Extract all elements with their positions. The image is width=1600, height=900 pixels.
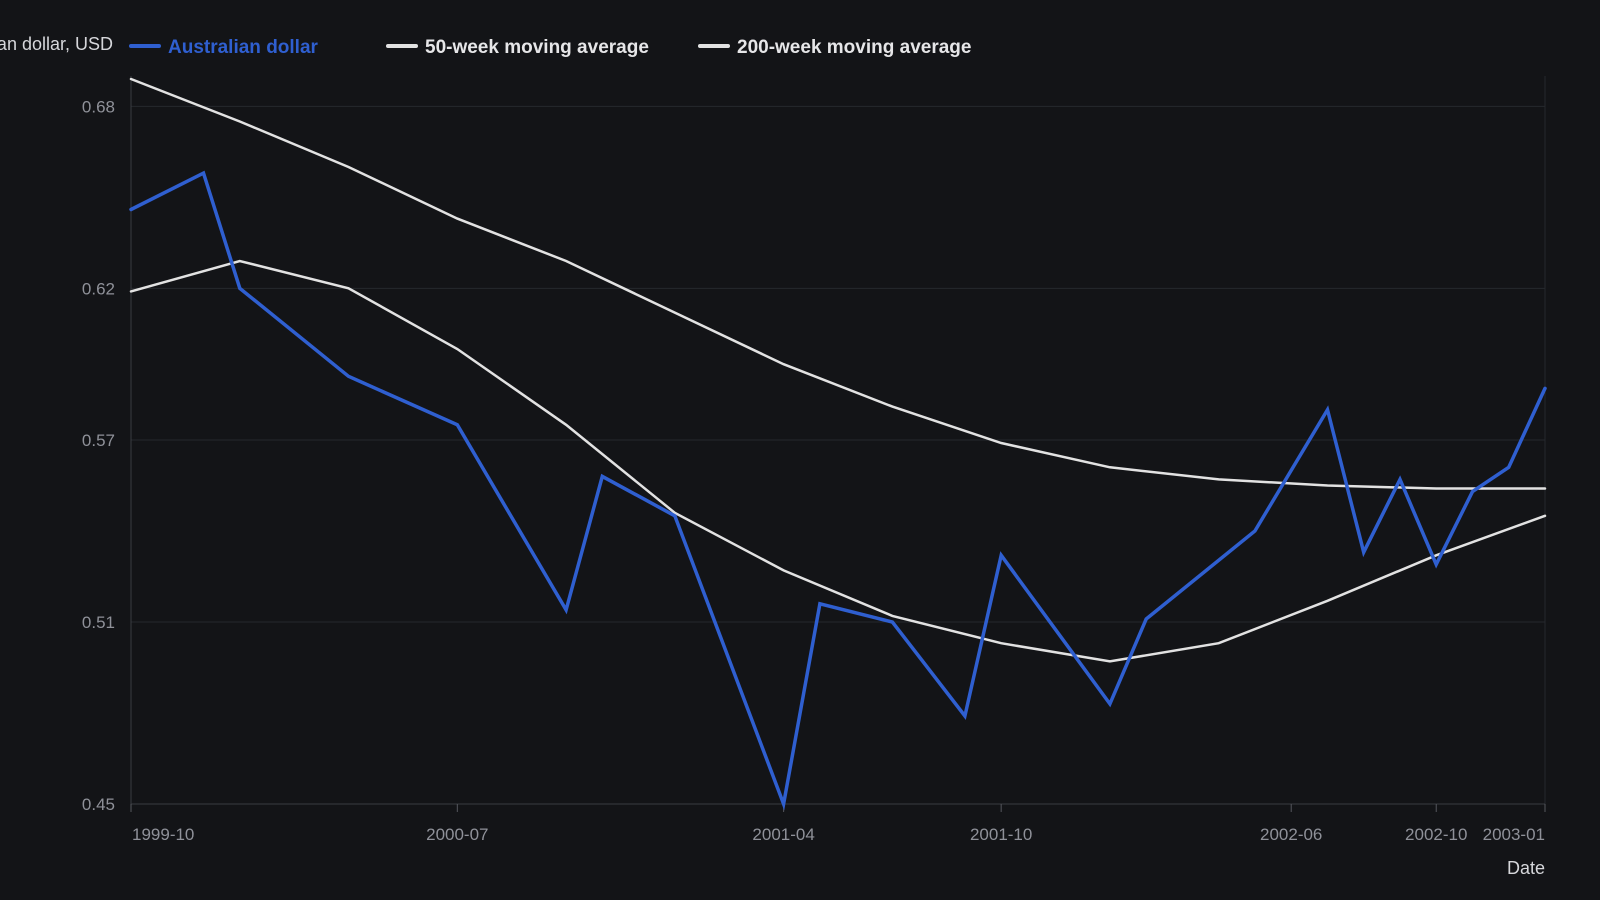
- x-tick-label: 2001-04: [752, 825, 814, 844]
- legend-item-50-week-ma[interactable]: 50-week moving average: [386, 37, 649, 58]
- x-axis-title: Date: [1507, 858, 1545, 878]
- legend-item-200-week-ma[interactable]: 200-week moving average: [698, 37, 971, 58]
- x-tick-label: 2002-10: [1405, 825, 1467, 844]
- x-tick-label: 2001-10: [970, 825, 1032, 844]
- legend-item-australian-dollar[interactable]: Australian dollar: [129, 37, 319, 58]
- y-tick-label: 0.62: [82, 279, 115, 298]
- legend-label: 50-week moving average: [425, 37, 649, 58]
- series-lines: [129, 77, 1547, 811]
- x-tick-label: 2003-01: [1483, 825, 1545, 844]
- x-tick-label: 1999-10: [132, 825, 194, 844]
- y-axis-title: Australian dollar, USD: [0, 34, 113, 54]
- series-line-50-week-ma: [129, 259, 1547, 663]
- series-line-australian-dollar: [129, 170, 1547, 811]
- legend-label: 200-week moving average: [737, 37, 971, 58]
- legend-label: Australian dollar: [168, 37, 319, 58]
- series-line-200-week-ma: [129, 77, 1547, 490]
- x-tick-label: 2002-06: [1260, 825, 1322, 844]
- y-tick-label: 0.68: [82, 97, 115, 116]
- axes: 0.45 0.51 0.57 0.62 0.68 1999-10 2000-07 2001-0…: [82, 76, 1546, 844]
- y-tick-label: 0.45: [82, 795, 115, 814]
- y-tick-label: 0.51: [82, 613, 115, 632]
- y-tick-label: 0.57: [82, 431, 115, 450]
- x-tick-label: 2000-07: [426, 825, 488, 844]
- grid-lines: [131, 76, 1546, 805]
- legend: Australian dollar 50-week moving average 2…: [129, 37, 971, 58]
